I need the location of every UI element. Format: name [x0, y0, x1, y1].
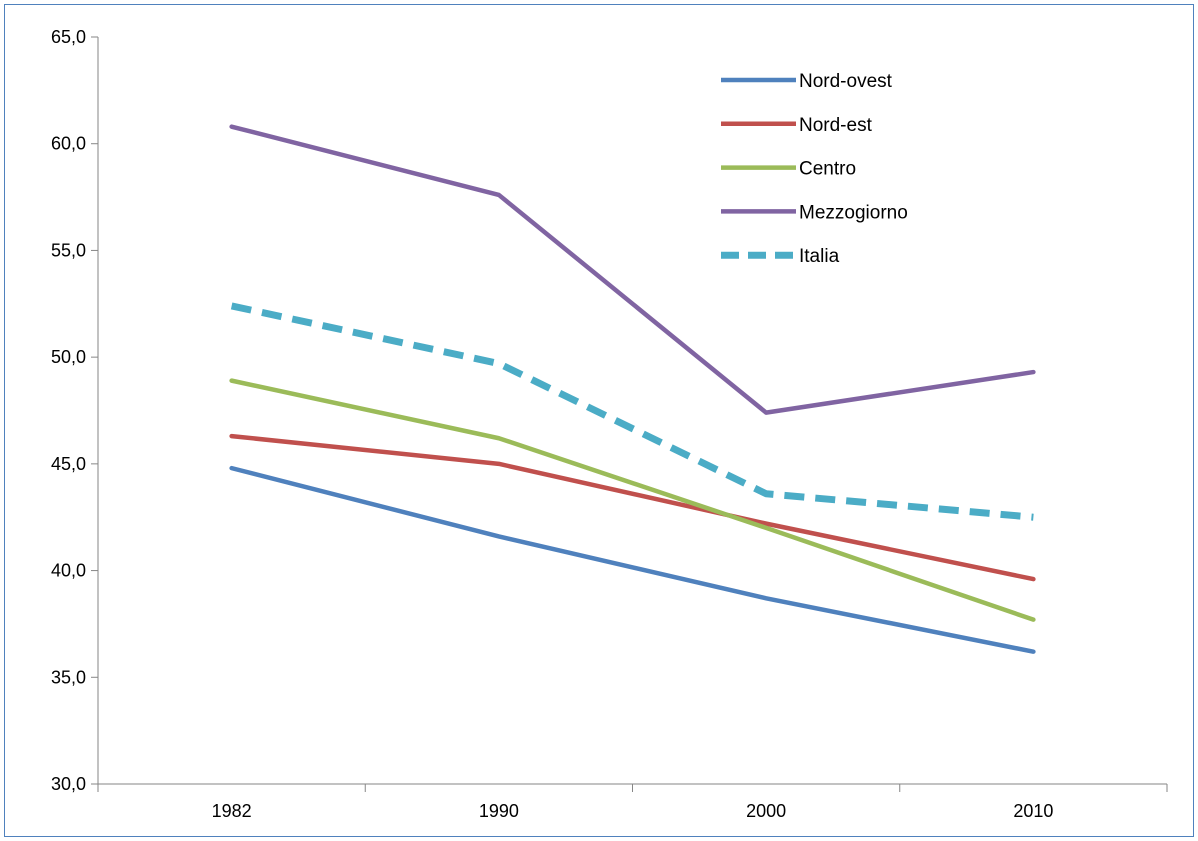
legend: Nord-ovest Nord-est Centro Mezzogiorno Itali… [721, 71, 908, 267]
axes: 30,0 35,0 40,0 45,0 50,0 55,0 60,0 65,0 1982 1990… [51, 27, 1168, 821]
legend-label: Nord-ovest [799, 71, 893, 92]
legend-label: Mezzogiorno [799, 202, 908, 223]
y-tick-label: 55,0 [51, 240, 86, 260]
x-tick-label: 2000 [746, 801, 786, 821]
legend-label: Nord-est [799, 115, 873, 136]
y-tick-label: 45,0 [51, 454, 86, 474]
series-lines [229, 124, 1036, 654]
y-tick-label: 30,0 [51, 774, 86, 794]
y-tick-label: 40,0 [51, 561, 86, 581]
legend-label: Centro [799, 159, 856, 180]
legend-label: Italia [799, 246, 840, 267]
y-tick-label: 50,0 [51, 347, 86, 367]
x-tick-label: 2010 [1013, 801, 1053, 821]
series-line-mezzogiorno [229, 124, 1036, 415]
chart-frame [4, 4, 1194, 837]
y-tick-label: 65,0 [51, 27, 86, 47]
series-line-centro [229, 378, 1036, 622]
series-line-italia [230, 302, 1034, 521]
series-line-nord-ovest [229, 465, 1036, 654]
x-tick-label: 1990 [479, 801, 519, 821]
y-tick-label: 35,0 [51, 667, 86, 687]
y-tick-label: 60,0 [51, 134, 86, 154]
series-line-nord-est [229, 433, 1036, 582]
x-tick-label: 1982 [212, 801, 252, 821]
